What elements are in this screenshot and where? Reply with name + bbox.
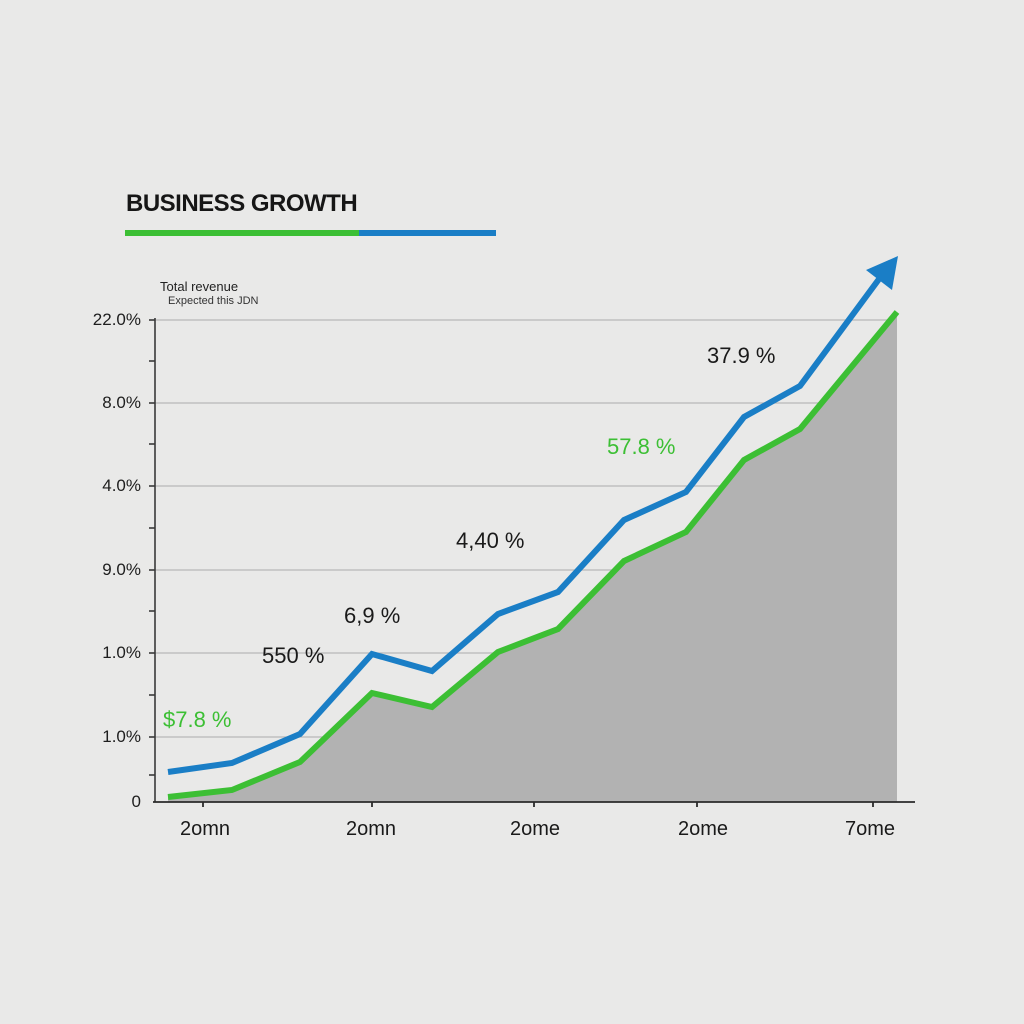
- y-axis: [149, 318, 156, 802]
- y-tick-label: 8.0%: [102, 393, 141, 412]
- y-tick-label: 0: [131, 792, 141, 811]
- chart-subtitle: Total revenue Expected this JDN: [160, 280, 258, 308]
- x-tick-label: 2ome: [677, 818, 729, 840]
- arrow-head-icon: [866, 256, 898, 290]
- blue-series-line: [167, 273, 885, 775]
- chart-title: BUSINESS GROWTH: [126, 190, 358, 217]
- data-label: $7.8 %: [163, 707, 232, 732]
- area-fill: [168, 312, 897, 802]
- subtitle-line2: Expected this JDN: [168, 295, 259, 307]
- x-tick-label: 7ome: [844, 818, 896, 840]
- subtitle-line1: Total revenue: [160, 279, 239, 294]
- data-label: 57.8 %: [607, 434, 676, 459]
- green-series-line: [167, 310, 900, 800]
- y-tick-label: 1.0%: [102, 727, 141, 746]
- title-underline: [125, 230, 496, 236]
- x-axis: [153, 801, 915, 807]
- data-label: 550 %: [262, 643, 325, 668]
- y-tick-label: 22.0%: [92, 310, 141, 329]
- data-label: 37.9 %: [707, 343, 776, 368]
- title-underline-blue: [359, 230, 496, 236]
- y-tick-label: 9.0%: [102, 560, 141, 579]
- data-label: 4,40 %: [456, 528, 525, 553]
- y-tick-label: 4.0%: [102, 476, 141, 495]
- y-tick-label: 1.0%: [102, 643, 141, 662]
- x-tick-label: 2ome: [509, 818, 561, 840]
- data-label: 6,9 %: [344, 603, 401, 628]
- title-underline-green: [125, 230, 359, 236]
- x-tick-label: 2omn: [179, 818, 231, 840]
- x-tick-label: 2omn: [345, 818, 397, 840]
